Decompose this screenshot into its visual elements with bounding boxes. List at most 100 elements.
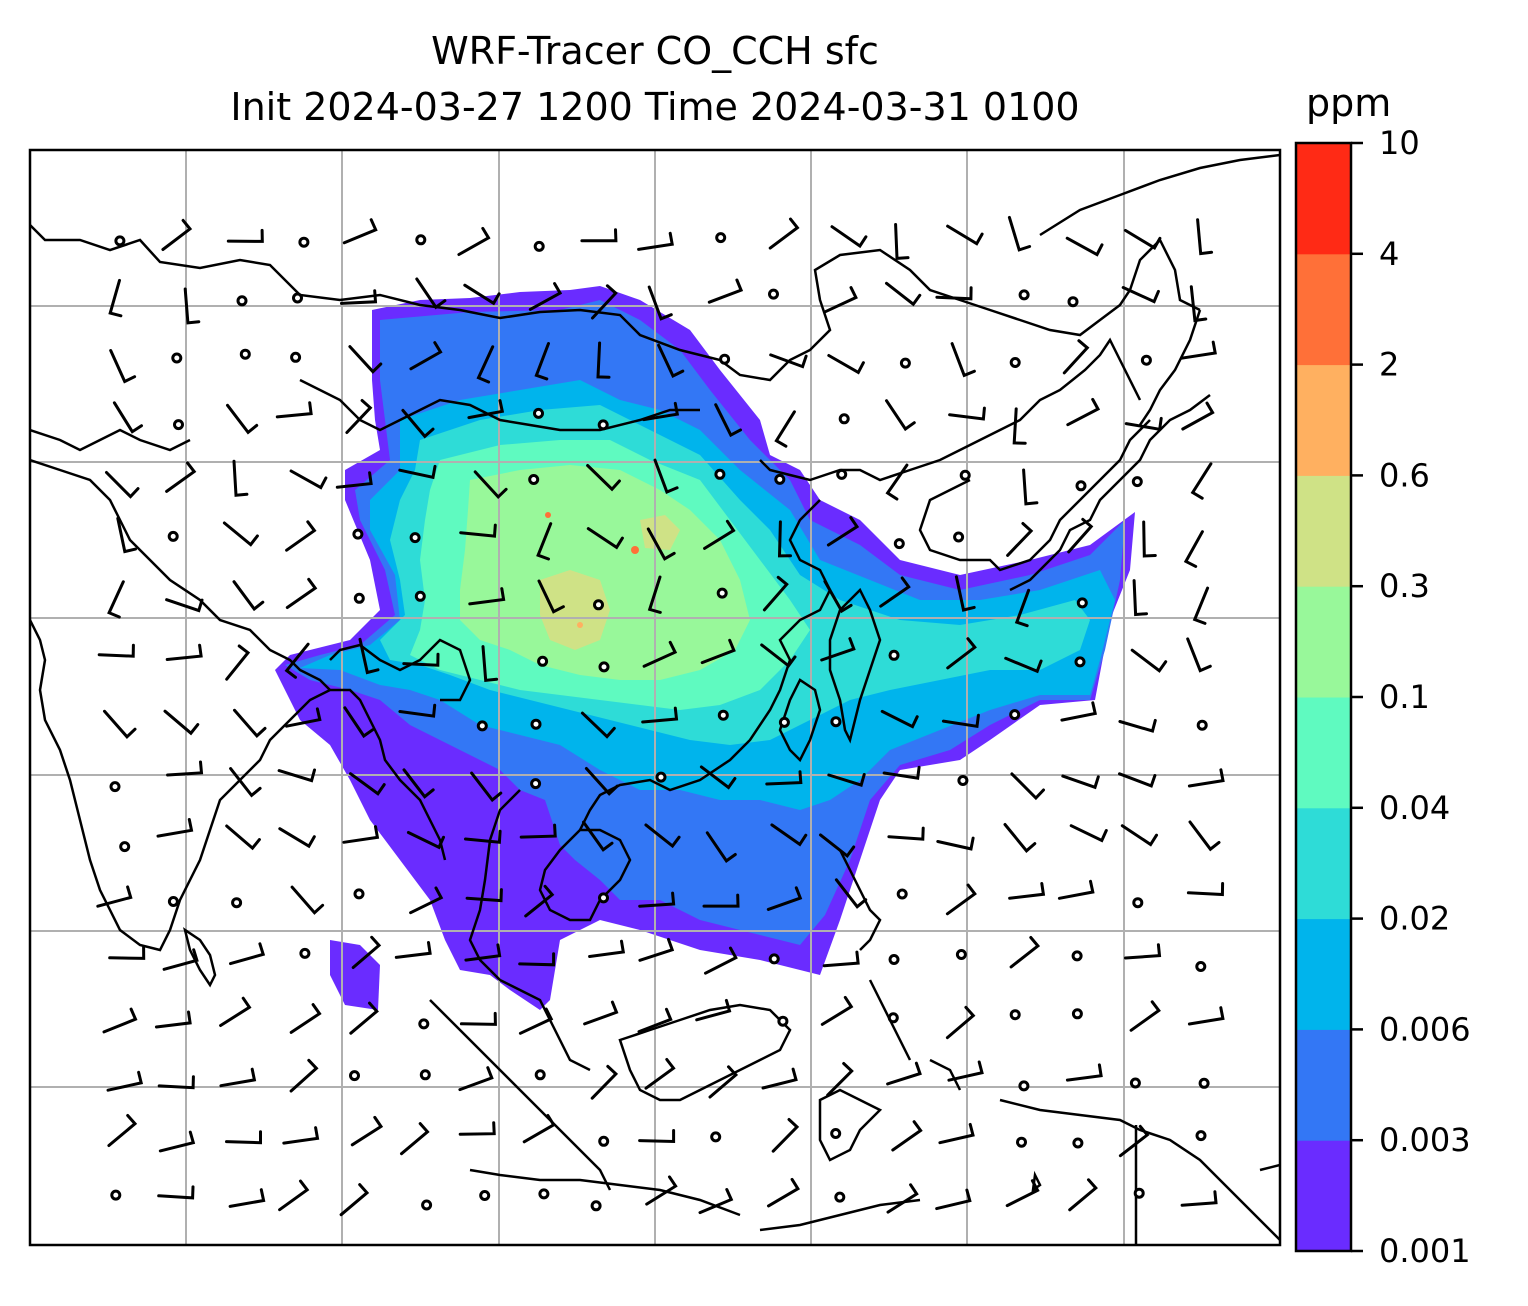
- calm-wind-marker: [1009, 709, 1021, 721]
- wind-barb: [232, 580, 265, 612]
- wind-barb: [278, 827, 316, 849]
- wind-barb: [582, 820, 614, 852]
- wind-barb: [284, 642, 310, 679]
- wind-barb: [834, 878, 868, 909]
- wind-barb: [165, 643, 203, 661]
- calm-wind-marker: [530, 778, 542, 790]
- wind-barb: [657, 343, 685, 379]
- wind-barb: [1066, 397, 1101, 427]
- wind-barb: [275, 401, 313, 419]
- wind-barb: [108, 278, 123, 318]
- wind-barb: [285, 520, 317, 552]
- wind-barb: [586, 464, 621, 492]
- map-title-line2: Init 2024-03-27 1200 Time 2024-03-31 010…: [230, 85, 1080, 129]
- wind-barb: [1192, 586, 1210, 625]
- calm-wind-marker: [290, 351, 302, 363]
- calm-wind-marker: [774, 473, 786, 485]
- wind-barb: [518, 1007, 554, 1035]
- wind-barb: [468, 587, 506, 606]
- colorbar-tick-label: 4: [1379, 235, 1399, 273]
- tracer-hotspot-2: [545, 512, 551, 518]
- calm-wind-marker: [167, 896, 179, 907]
- calm-wind-marker: [719, 353, 731, 365]
- wind-barb: [467, 399, 505, 420]
- wind-barb: [473, 470, 508, 500]
- calm-wind-marker: [1133, 1187, 1145, 1199]
- wind-barb: [1067, 517, 1094, 554]
- wind-barb: [1003, 823, 1037, 853]
- tracer-hotspot-3: [577, 622, 583, 628]
- calm-wind-marker: [1072, 1137, 1084, 1149]
- wind-barb: [1130, 648, 1168, 673]
- wind-barb: [642, 640, 678, 668]
- wind-barb: [225, 1130, 262, 1145]
- wind-barb: [518, 952, 556, 967]
- wind-barb: [345, 399, 373, 434]
- calm-wind-marker: [957, 775, 969, 786]
- wind-barb: [112, 401, 143, 434]
- wind-barb: [161, 218, 193, 251]
- wind-barb: [398, 464, 437, 480]
- wind-barb: [282, 1126, 320, 1145]
- wind-barb: [1061, 774, 1100, 790]
- wind-barb: [1196, 218, 1214, 256]
- colorbar-tick-label: 0.3: [1379, 567, 1430, 605]
- wind-barb: [1121, 286, 1160, 304]
- wind-barb: [704, 946, 738, 975]
- calm-wind-marker: [955, 949, 967, 960]
- wind-barb: [880, 709, 919, 729]
- wind-barb: [583, 1000, 619, 1026]
- wind-barb: [340, 289, 378, 305]
- wind-barb: [935, 1188, 972, 1211]
- wind-barb: [285, 577, 318, 609]
- coastlines-and-borders: [30, 153, 1280, 1245]
- wind-barb: [887, 826, 925, 841]
- wind-barb: [946, 637, 977, 670]
- wind-barb: [233, 708, 267, 739]
- wind-barb: [638, 937, 675, 962]
- wind-barb: [823, 579, 853, 614]
- wind-barb: [638, 1129, 676, 1144]
- wind-barb: [537, 579, 565, 614]
- calm-wind-marker: [1076, 597, 1088, 609]
- wind-barb: [464, 829, 502, 844]
- colorbar-tick-label: 2: [1379, 346, 1399, 384]
- calm-wind-marker: [1016, 1136, 1027, 1148]
- wind-barb: [1124, 416, 1163, 432]
- calm-wind-marker: [953, 531, 965, 543]
- wind-barb: [402, 768, 435, 799]
- wind-barb: [695, 998, 732, 1022]
- map-frame: [28, 148, 1282, 1247]
- wind-barb: [885, 399, 916, 432]
- wind-barb: [528, 282, 563, 311]
- wind-barb: [107, 1114, 138, 1147]
- calm-wind-marker: [109, 781, 121, 793]
- wind-barb: [163, 709, 200, 736]
- wind-barb: [1012, 407, 1027, 445]
- colorbar-segment: [1296, 1029, 1351, 1141]
- wind-barb: [470, 771, 503, 803]
- wind-barb: [1189, 285, 1208, 323]
- calm-wind-marker: [899, 357, 911, 369]
- wind-barb: [830, 225, 868, 249]
- calm-wind-marker: [476, 720, 488, 732]
- calm-wind-marker: [299, 947, 311, 959]
- wind-barb: [826, 516, 860, 547]
- calm-wind-marker: [353, 888, 365, 900]
- calm-wind-marker: [655, 771, 667, 783]
- wind-barb: [157, 1185, 195, 1200]
- calm-wind-marker: [1195, 1130, 1207, 1142]
- wind-barb: [222, 521, 259, 547]
- wind-barb: [771, 1118, 800, 1153]
- wind-barb: [702, 893, 740, 908]
- wind-barb: [707, 278, 744, 304]
- wind-barb: [886, 1061, 922, 1086]
- colorbar-tick-label: 10: [1379, 124, 1420, 162]
- calm-wind-marker: [1067, 296, 1079, 308]
- wind-barb: [465, 888, 503, 903]
- wind-barb: [402, 652, 440, 667]
- wind-barb: [406, 831, 445, 850]
- wind-barb: [644, 1058, 676, 1090]
- calm-wind-marker: [778, 716, 790, 728]
- wind-barb: [703, 519, 736, 550]
